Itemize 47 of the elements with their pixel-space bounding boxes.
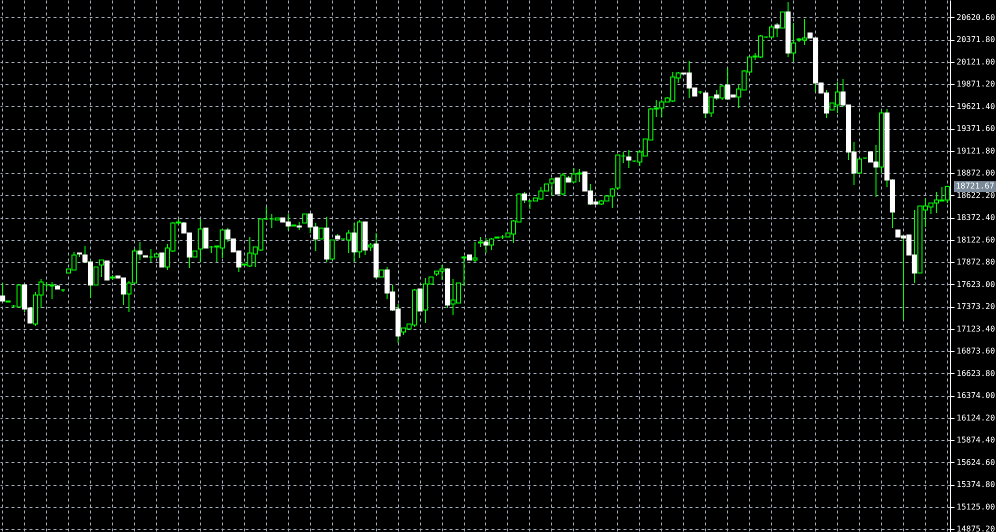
y-tick-label: 18372.40 [956,213,996,222]
candlestick [330,239,335,260]
y-tick-label: 20620.60 [956,12,996,22]
y-tick-label: 15125.00 [956,502,996,512]
y-tick-label: 18122.60 [956,235,996,244]
candlestick [98,260,104,278]
y-tick-label: 17623.00 [956,280,996,289]
candlestick [198,218,203,262]
text: 18721.67 [956,182,994,191]
y-tick-label: 18872.00 [956,168,996,178]
y-tick-label: 19621.40 [956,102,996,111]
y-tick-label: 17123.40 [956,324,996,334]
candlestick [104,260,110,280]
candlestick [159,252,164,268]
y-tick-label: 16873.60 [956,346,996,356]
candlestick [472,241,478,262]
candlestick [418,288,423,312]
candlestick [560,172,566,196]
y-tick-label: 17872.80 [956,258,996,267]
y-tick-label: 14875.20 [956,524,996,532]
y-tick-label: 19871.20 [956,80,996,89]
y-tick-label: 17373.20 [956,302,996,312]
candlestick [554,178,560,195]
candlestick [549,178,554,197]
candlestick [318,228,324,240]
y-tick-label: 15624.60 [956,458,996,467]
candlestick [93,266,99,286]
candlestick [708,96,714,118]
y-tick-label: 16623.80 [956,368,996,378]
candlestick [488,238,494,250]
y-tick-label: 20371.80 [956,35,996,44]
y-tick-label: 16124.20 [956,413,996,422]
y-tick-label: 20121.00 [956,57,996,66]
y-tick-label: 16374.00 [956,391,996,400]
candlestick [791,22,796,62]
y-tick-label: 15874.40 [956,436,996,445]
candlestick [461,255,467,287]
y-tick-label: 19371.60 [956,124,996,134]
y-tick-label: 19121.80 [956,146,996,156]
candlestick [203,228,208,249]
y-tick-label: 15374.80 [956,480,996,490]
candlestick [626,150,632,169]
candlestick [856,158,862,175]
y-tick-label: 18622.20 [956,190,996,200]
candlestick [780,12,786,28]
candlestick [478,236,484,248]
candlestick [720,84,725,101]
